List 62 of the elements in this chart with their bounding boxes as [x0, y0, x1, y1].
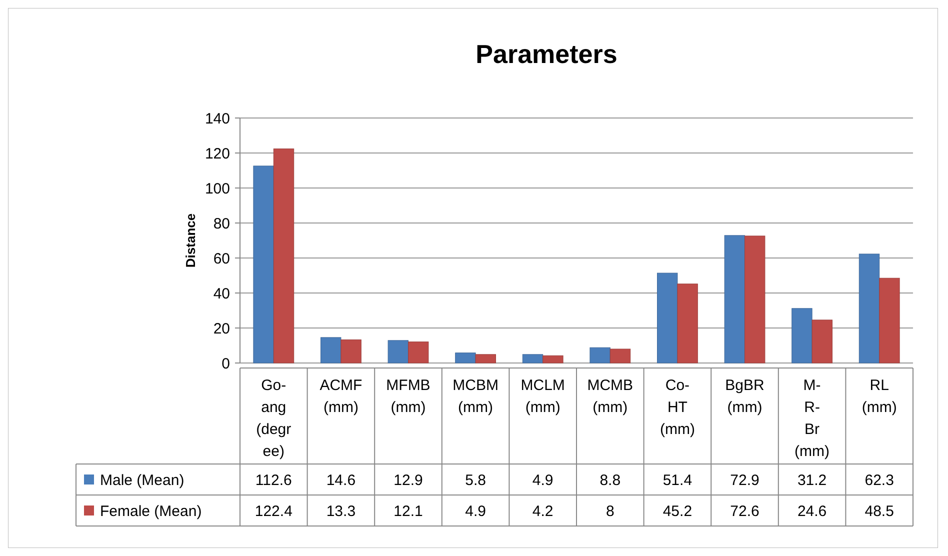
chart-title: Parameters	[476, 39, 618, 69]
bar	[253, 166, 274, 364]
y-tick-label: 100	[204, 180, 230, 198]
y-tick-label: 0	[222, 355, 230, 372]
bar	[610, 348, 631, 364]
y-axis-title: Distance	[183, 213, 198, 268]
y-tick-label: 40	[213, 285, 230, 302]
bar	[744, 236, 766, 364]
bar	[388, 340, 408, 364]
data-label: 12.1	[394, 502, 423, 520]
data-label: 62.3	[864, 472, 894, 489]
data-label: 45.2	[662, 502, 692, 520]
y-tick-label: 120	[204, 145, 230, 162]
data-label: 5.8	[465, 472, 486, 489]
x-tick-label: MCBM (mm)	[452, 377, 498, 416]
legend-label: Female (Mean)	[100, 502, 202, 520]
data-label: 13.3	[326, 502, 356, 520]
bar	[677, 284, 698, 364]
y-tick-label: 60	[213, 250, 230, 268]
data-label: 72.6	[730, 502, 760, 520]
legend-label: Male (Mean)	[100, 472, 184, 489]
data-label: 48.5	[864, 502, 894, 520]
x-tick-label: M-R-Br (mm)	[794, 377, 830, 460]
data-label: 8	[606, 502, 614, 520]
x-tick-label: Go-ang (degree)	[256, 377, 292, 460]
data-label: 8.8	[600, 472, 621, 489]
x-tick-label: ACMF (mm)	[320, 377, 362, 416]
x-tick-label: BgBR (mm)	[725, 377, 765, 416]
data-label: 4.9	[532, 472, 554, 489]
bar	[542, 355, 564, 364]
bar	[455, 352, 476, 364]
bar	[657, 272, 678, 364]
y-tick-label: 80	[213, 215, 230, 232]
bar	[724, 235, 745, 364]
data-label: 112.6	[255, 472, 292, 489]
y-tick-label: 140	[204, 110, 230, 128]
data-label: 122.4	[254, 502, 292, 520]
bar	[858, 254, 880, 364]
bar	[590, 347, 610, 364]
x-tick-label: RL (mm)	[862, 377, 897, 416]
data-label: 24.6	[797, 502, 827, 520]
bar	[340, 339, 362, 364]
data-label: 72.9	[730, 472, 760, 489]
bar	[408, 342, 429, 364]
data-label: 31.2	[797, 472, 827, 489]
data-label: 4.2	[532, 502, 554, 520]
bar	[475, 354, 496, 364]
y-tick-label: 20	[213, 320, 230, 338]
bar	[879, 278, 900, 364]
data-label: 12.9	[394, 472, 423, 489]
x-tick-label: MFMB (mm)	[386, 377, 430, 416]
data-label: 14.6	[326, 472, 356, 489]
bar	[792, 308, 812, 364]
x-tick-label: MCLM (mm)	[520, 377, 565, 416]
data-label: 4.9	[465, 502, 486, 520]
bar	[273, 148, 294, 364]
bar	[522, 354, 544, 364]
x-tick-label: MCMB (mm)	[587, 377, 634, 416]
x-tick-label: Co-HT (mm)	[660, 377, 695, 438]
bar	[812, 320, 832, 364]
data-label: 51.4	[662, 472, 692, 489]
bar	[320, 337, 342, 364]
